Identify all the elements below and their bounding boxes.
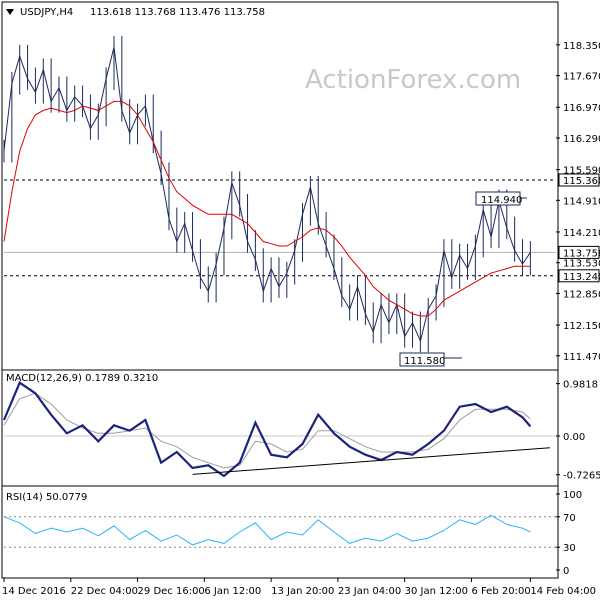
- rsi-series: [3, 514, 556, 548]
- macd-signal-line: [3, 392, 531, 469]
- current-price-label: 113.758: [563, 248, 600, 259]
- macd-main-line: [2, 381, 532, 478]
- macd-indicator-label: MACD(12,26,9) 0.1789 0.3210: [6, 373, 158, 384]
- time-tick-label: 22 Dec 04:00: [71, 586, 138, 597]
- rsi-line: [3, 514, 531, 546]
- price-tick-label: 111.470: [563, 352, 600, 363]
- price-level-lines: [4, 179, 556, 277]
- time-tick-label: 23 Jan 04:00: [338, 586, 401, 597]
- rsi-tick-label: 0: [563, 566, 569, 577]
- macd-series: [2, 381, 556, 478]
- price-tick-label: 113.530: [563, 259, 600, 270]
- time-tick-label: 29 Dec 16:00: [138, 586, 205, 597]
- time-axis: 14 Dec 2016 22 Dec 04:00 29 Dec 16:00 6 Jan…: [2, 578, 596, 597]
- level-label-box: [558, 173, 600, 187]
- low-annotation: 111.580: [399, 352, 462, 367]
- high-annotation-text: 114.940: [481, 195, 522, 206]
- chart-frame: [1, 1, 559, 579]
- price-close-line: [3, 46, 531, 343]
- price-tick-label: 117.670: [563, 72, 600, 83]
- time-tick-label: 14 Feb 04:00: [530, 586, 596, 597]
- time-tick-label: 14 Dec 2016: [2, 586, 66, 597]
- price-tick-label: 116.970: [563, 103, 600, 114]
- level-label: 115.360: [563, 176, 600, 187]
- price-tick-label: 118.350: [563, 41, 600, 52]
- price-tick-label: 112.150: [563, 321, 600, 332]
- rsi-tick-label: 30: [563, 543, 576, 554]
- price-series: [3, 35, 531, 353]
- macd-tick-label: 0.00: [563, 432, 585, 443]
- macd-tick-label: 0.9818: [563, 380, 598, 391]
- level-label: 113.240: [563, 272, 600, 283]
- price-tick-label: 114.210: [563, 228, 600, 239]
- macd-axis: 0.9818 0.00 -0.7265: [556, 380, 600, 482]
- current-price-box: [558, 245, 600, 259]
- price-tick-label: 116.290: [563, 134, 600, 145]
- price-tick-label: 115.590: [563, 166, 600, 177]
- level-label-box: [558, 269, 600, 283]
- time-tick-label: 13 Jan 20:00: [271, 586, 334, 597]
- low-annotation-text: 111.580: [404, 356, 445, 367]
- high-annotation: 114.940: [475, 191, 527, 206]
- macd-tick-label: -0.7265: [563, 471, 600, 482]
- moving-average-line: [3, 100, 531, 317]
- watermark-logo: ActionForex.com: [305, 65, 521, 95]
- low-annotation-box: [399, 352, 445, 367]
- rsi-tick-label: 100: [563, 490, 582, 501]
- rsi-indicator-label: RSI(14) 50.0779: [6, 492, 87, 503]
- price-axis: 118.350 117.670 116.970 116.290 115.590 114.9…: [556, 41, 600, 363]
- time-tick-label: 6 Jan 12:00: [204, 586, 261, 597]
- rsi-axis: 100 70 30 0: [556, 490, 582, 577]
- ohlc-label: 113.618 113.768 113.476 113.758: [90, 7, 265, 18]
- symbol-label: USDJPY,H4: [20, 7, 73, 18]
- price-tick-label: 114.910: [563, 196, 600, 207]
- time-tick-label: 30 Jan 12:00: [405, 586, 468, 597]
- rsi-tick-label: 70: [563, 513, 576, 524]
- triangle-down-icon[interactable]: [6, 9, 14, 15]
- macd-trendline: [192, 447, 551, 475]
- price-tick-label: 112.850: [563, 289, 600, 300]
- time-tick-label: 6 Feb 20:00: [471, 586, 530, 597]
